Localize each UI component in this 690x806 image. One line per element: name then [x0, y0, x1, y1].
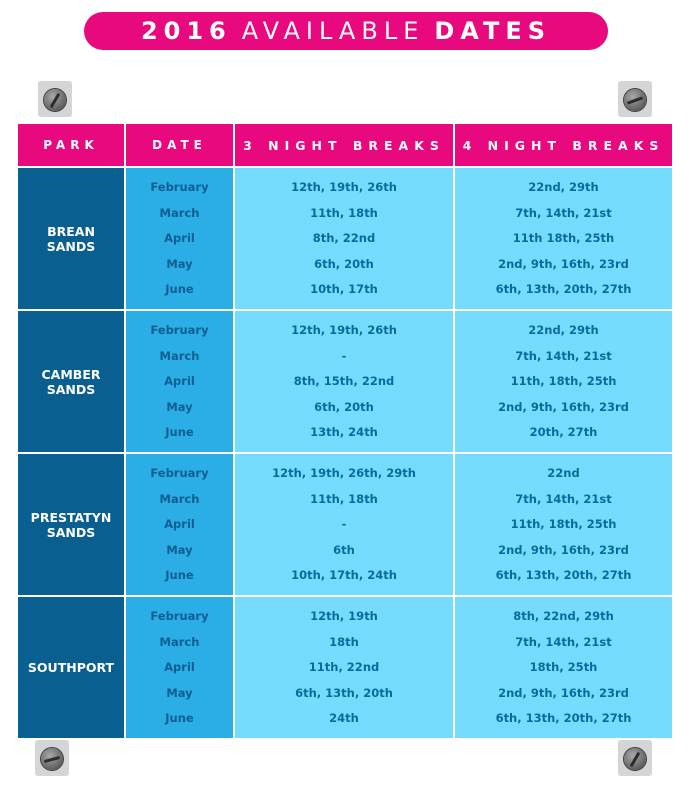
month-label: March — [159, 634, 200, 649]
month-label: February — [150, 466, 209, 480]
month-label: February — [150, 180, 209, 194]
month-label: May — [166, 399, 193, 414]
month-label-column: February March April May June — [126, 168, 233, 309]
three-night-dates: 12th, 19th — [310, 609, 378, 623]
three-night-dates-column: 12th, 19th, 26th 11th, 18th 8th, 22nd 6th, … — [235, 168, 453, 309]
four-night-dates: 6th, 13th, 20th, 27th — [495, 282, 632, 296]
month-label-column: February March April May June — [126, 311, 233, 452]
month-label: May — [166, 542, 193, 557]
park-name-cell: CAMBER SANDS — [18, 311, 124, 452]
screw-icon — [618, 740, 652, 776]
park-name-cell: SOUTHPORT — [18, 597, 124, 738]
month-label: April — [164, 231, 195, 245]
three-night-dates: 6th — [333, 542, 355, 557]
page-title: 2016 AVAILABLE DATES — [84, 12, 608, 50]
three-night-dates: 12th, 19th, 26th — [291, 323, 397, 337]
screw-icon — [35, 740, 69, 776]
four-night-dates-column: 22nd 7th, 14th, 21st 11th, 18th, 25th 2nd, … — [455, 454, 672, 595]
four-night-dates: 11th, 18th, 25th — [510, 517, 617, 531]
four-night-dates: 20th, 27th — [529, 425, 598, 439]
month-label: June — [165, 425, 194, 439]
screw-icon — [618, 81, 652, 117]
three-night-dates-column: 12th, 19th, 26th, 29th 11th, 18th - 6th 10th… — [235, 454, 453, 595]
park-name-line: SANDS — [46, 238, 96, 254]
month-label-column: February March April May June — [126, 454, 233, 595]
month-label: February — [150, 323, 209, 337]
park-name-line: BREAN — [47, 223, 95, 239]
three-night-dates: 6th, 20th — [314, 256, 374, 271]
four-night-dates: 2nd, 9th, 16th, 23rd — [498, 399, 629, 414]
three-night-dates: 13th, 24th — [310, 425, 378, 439]
header-park: PARK — [18, 124, 124, 166]
three-night-dates-column: 12th, 19th 18th 11th, 22nd 6th, 13th, 20th 2… — [235, 597, 453, 738]
four-night-dates: 18th, 25th — [529, 660, 598, 674]
month-label: April — [164, 374, 195, 388]
three-night-dates: 10th, 17th — [310, 282, 378, 296]
header-3-night-breaks: 3 NIGHT BREAKS — [235, 124, 453, 166]
three-night-dates: - — [341, 348, 347, 363]
month-label: March — [159, 205, 200, 220]
three-night-dates: 8th, 22nd — [312, 231, 376, 245]
park-name-line: SANDS — [46, 381, 96, 397]
three-night-dates: 12th, 19th, 26th — [291, 180, 397, 194]
four-night-dates: 11th, 18th, 25th — [510, 374, 617, 388]
four-night-dates: 7th, 14th, 21st — [515, 348, 612, 363]
month-label: April — [164, 660, 195, 674]
four-night-dates: 22nd, 29th — [528, 323, 599, 337]
three-night-dates: 8th, 15th, 22nd — [293, 374, 395, 388]
four-night-dates: 6th, 13th, 20th, 27th — [495, 568, 632, 582]
month-label: February — [150, 609, 209, 623]
header-4-night-breaks: 4 NIGHT BREAKS — [455, 124, 672, 166]
four-night-dates-column: 22nd, 29th 7th, 14th, 21st 11th 18th, 25th… — [455, 168, 672, 309]
month-label-column: February March April May June — [126, 597, 233, 738]
four-night-dates-column: 22nd, 29th 7th, 14th, 21st 11th, 18th, 25t… — [455, 311, 672, 452]
available-dates-table: PARK DATE 3 NIGHT BREAKS 4 NIGHT BREAKS … — [18, 124, 672, 738]
four-night-dates: 2nd, 9th, 16th, 23rd — [498, 256, 629, 271]
park-name-line: SOUTHPORT — [27, 660, 115, 675]
park-name-cell: BREAN SANDS — [18, 168, 124, 309]
month-label: April — [164, 517, 195, 531]
title-dates: DATES — [434, 17, 552, 45]
screw-icon — [38, 81, 72, 117]
four-night-dates: 22nd, 29th — [528, 180, 599, 194]
four-night-dates-column: 8th, 22nd, 29th 7th, 14th, 21st 18th, 25th… — [455, 597, 672, 738]
month-label: June — [165, 711, 194, 725]
four-night-dates: 6th, 13th, 20th, 27th — [495, 711, 632, 725]
month-label: May — [166, 685, 193, 700]
three-night-dates: 11th, 22nd — [308, 660, 380, 674]
month-label: March — [159, 491, 200, 506]
three-night-dates-column: 12th, 19th, 26th - 8th, 15th, 22nd 6th, 20t… — [235, 311, 453, 452]
month-label: June — [165, 282, 194, 296]
title-year: 2016 — [140, 17, 232, 45]
three-night-dates: 6th, 20th — [314, 399, 374, 414]
park-name-line: CAMBER — [41, 366, 101, 382]
four-night-dates: 2nd, 9th, 16th, 23rd — [498, 542, 629, 557]
title-available: AVAILABLE — [241, 17, 425, 45]
three-night-dates: - — [341, 517, 347, 531]
park-name-line: SANDS — [46, 524, 96, 540]
three-night-dates: 10th, 17th, 24th — [291, 568, 397, 582]
three-night-dates: 18th — [329, 634, 359, 649]
three-night-dates: 6th, 13th, 20th — [295, 685, 393, 700]
park-name-line: PRESTATYN — [30, 509, 112, 525]
three-night-dates: 12th, 19th, 26th, 29th — [272, 466, 416, 480]
four-night-dates: 7th, 14th, 21st — [515, 491, 612, 506]
park-name-cell: PRESTATYN SANDS — [18, 454, 124, 595]
month-label: May — [166, 256, 193, 271]
month-label: March — [159, 348, 200, 363]
four-night-dates: 22nd — [547, 466, 580, 480]
three-night-dates: 11th, 18th — [310, 205, 378, 220]
four-night-dates: 2nd, 9th, 16th, 23rd — [498, 685, 629, 700]
month-label: June — [165, 568, 194, 582]
four-night-dates: 8th, 22nd, 29th — [513, 609, 614, 623]
four-night-dates: 7th, 14th, 21st — [515, 205, 612, 220]
header-date: DATE — [126, 124, 233, 166]
four-night-dates: 11th 18th, 25th — [512, 231, 615, 245]
three-night-dates: 11th, 18th — [310, 491, 378, 506]
three-night-dates: 24th — [329, 711, 359, 725]
four-night-dates: 7th, 14th, 21st — [515, 634, 612, 649]
